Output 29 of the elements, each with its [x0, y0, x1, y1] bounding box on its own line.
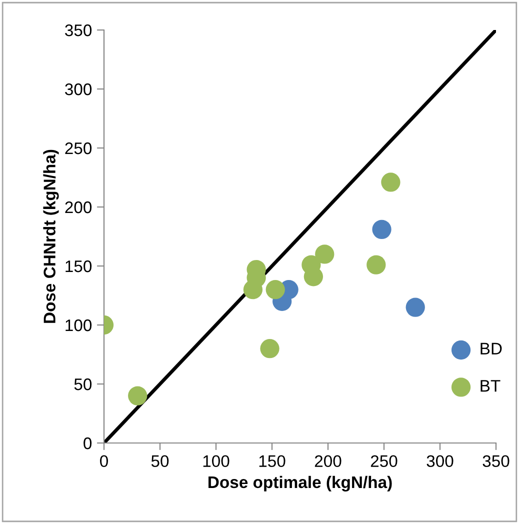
y-tick-label: 250: [65, 142, 92, 154]
x-tick-label: 200: [314, 455, 342, 468]
y-tick-label: 100: [66, 319, 92, 332]
y-tick-label: 50: [74, 378, 92, 390]
y-axis-title: Dose CHNrdt (kgN/ha): [43, 150, 59, 323]
y-tick-label: 200: [65, 201, 92, 214]
y-tick-label: 0: [84, 437, 92, 450]
point: [266, 280, 285, 300]
x-tick-label: 350: [482, 455, 510, 468]
point: [366, 255, 386, 274]
point: [381, 172, 400, 192]
x-tick-label: 100: [203, 455, 230, 468]
point: [128, 386, 148, 406]
legend-label: BT: [480, 380, 500, 392]
x-tick-label: 250: [370, 455, 398, 468]
x-tick-label: 300: [426, 455, 454, 468]
legend-label: BD: [480, 342, 502, 354]
y-tick-label: 300: [65, 83, 92, 96]
point: [406, 298, 425, 317]
point: [372, 220, 392, 239]
x-axis-title: Dose optimale (kgN/ha): [208, 476, 392, 492]
y-tick-label: 350: [65, 24, 92, 36]
x-tick-label: 0: [100, 455, 108, 468]
point: [302, 255, 321, 274]
x-tick-label: 50: [151, 455, 169, 468]
y-tick-label: 150: [66, 260, 92, 272]
point: [315, 244, 334, 264]
point: [260, 339, 280, 358]
x-tick-label: 150: [259, 455, 286, 468]
